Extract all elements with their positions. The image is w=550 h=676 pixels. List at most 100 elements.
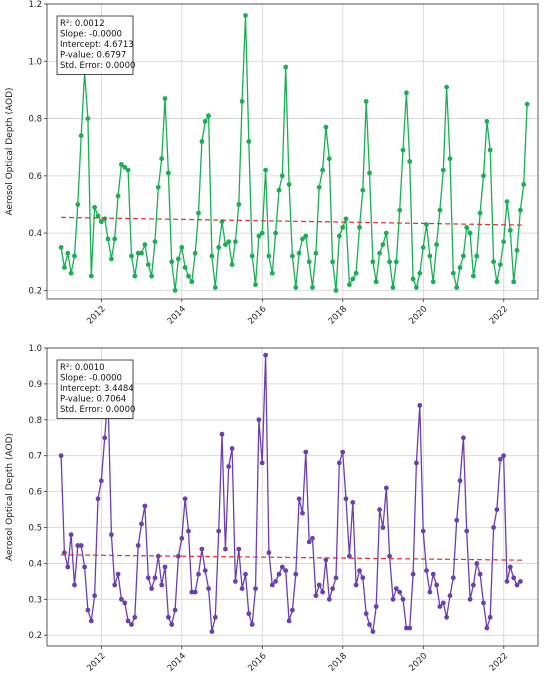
data-point <box>450 270 456 276</box>
data-point <box>259 230 265 236</box>
chart-top: 0.2 0.4 0.6 0.8 1.0 1.2 2012 2014 2016 2018 2020 20… <box>5 0 539 327</box>
data-point <box>400 596 406 602</box>
data-point <box>504 199 510 205</box>
data-point <box>437 207 443 213</box>
data-point <box>279 564 285 570</box>
y-tick-label: 1.0 <box>28 57 42 67</box>
data-point <box>259 460 265 466</box>
y-tick-label: 0.4 <box>28 559 42 569</box>
data-point <box>176 256 181 262</box>
y-tick-label: 1.2 <box>28 0 42 10</box>
data-point <box>494 507 500 512</box>
data-point <box>293 285 299 290</box>
stats-line: Slope: -0.0000 <box>60 30 122 40</box>
data-point <box>310 535 315 541</box>
data-point <box>397 207 403 213</box>
data-point <box>155 184 161 190</box>
data-point <box>434 242 439 248</box>
data-point <box>316 184 322 190</box>
data-point <box>484 119 490 124</box>
data-point <box>62 550 67 556</box>
x-tick-label: 2012 <box>85 304 107 326</box>
data-point <box>290 253 295 259</box>
data-point <box>179 535 185 541</box>
data-point <box>336 460 342 466</box>
series-line <box>60 355 521 634</box>
data-point <box>182 265 188 270</box>
data-point <box>377 250 382 256</box>
stats-line: Intercept: 4.6713 <box>60 40 134 50</box>
data-point <box>393 259 399 265</box>
x-tick-label: 2020 <box>407 304 429 326</box>
data-point <box>95 496 101 502</box>
data-point <box>507 227 513 233</box>
data-point <box>390 285 396 290</box>
data-point <box>269 270 275 276</box>
data-point <box>229 262 235 267</box>
data-point <box>350 500 356 505</box>
data-point <box>145 575 151 581</box>
data-point <box>343 216 349 222</box>
x-tick-label: 2012 <box>85 651 107 673</box>
data-point <box>424 568 429 573</box>
data-point <box>414 460 419 466</box>
data-point <box>404 625 409 631</box>
data-point <box>92 204 97 210</box>
data-point <box>72 253 77 259</box>
data-point <box>407 625 413 631</box>
data-point <box>135 543 141 548</box>
data-point <box>266 550 272 556</box>
data-point <box>373 604 379 609</box>
data-point <box>95 213 101 219</box>
data-point <box>159 156 165 162</box>
data-point <box>102 435 108 441</box>
data-point <box>326 156 332 162</box>
data-point <box>370 259 376 265</box>
stats-line: R²: 0.0012 <box>60 19 105 29</box>
data-point <box>316 582 322 588</box>
y-tick-label: 0.6 <box>28 488 42 498</box>
x-tick-label: 2014 <box>166 651 188 673</box>
data-point <box>68 532 74 538</box>
data-point <box>233 579 238 584</box>
data-point <box>360 187 366 193</box>
data-point <box>212 614 218 620</box>
trend-line <box>61 554 524 561</box>
data-point <box>404 90 409 96</box>
data-point <box>410 571 416 577</box>
data-point <box>514 582 520 588</box>
data-point <box>347 553 352 559</box>
data-point <box>487 147 493 153</box>
data-point <box>196 210 201 216</box>
data-point <box>256 417 262 423</box>
x-tick-label: 2016 <box>246 304 268 326</box>
data-point <box>115 193 121 199</box>
data-point <box>72 582 77 588</box>
data-point <box>92 593 97 599</box>
data-point <box>427 253 433 259</box>
data-point <box>112 582 118 588</box>
data-point <box>353 270 359 276</box>
data-point <box>484 625 490 631</box>
data-point <box>142 503 148 509</box>
data-point <box>296 496 302 502</box>
data-point <box>125 167 131 173</box>
x-tick-label: 2016 <box>246 651 268 673</box>
data-point <box>497 262 503 267</box>
data-point <box>373 279 379 285</box>
data-point <box>246 611 252 617</box>
data-point <box>169 259 175 265</box>
data-point <box>162 564 168 570</box>
data-point <box>112 236 118 242</box>
data-point <box>444 614 449 620</box>
data-point <box>65 250 71 256</box>
y-tick-label: 0.7 <box>28 452 42 462</box>
stats-line: Std. Error: 0.0000 <box>60 405 135 415</box>
data-point <box>434 582 439 588</box>
data-point <box>323 557 329 563</box>
stats-line: Slope: -0.0000 <box>60 374 122 384</box>
data-point <box>326 596 332 602</box>
data-point <box>253 586 258 591</box>
data-point <box>340 449 346 455</box>
